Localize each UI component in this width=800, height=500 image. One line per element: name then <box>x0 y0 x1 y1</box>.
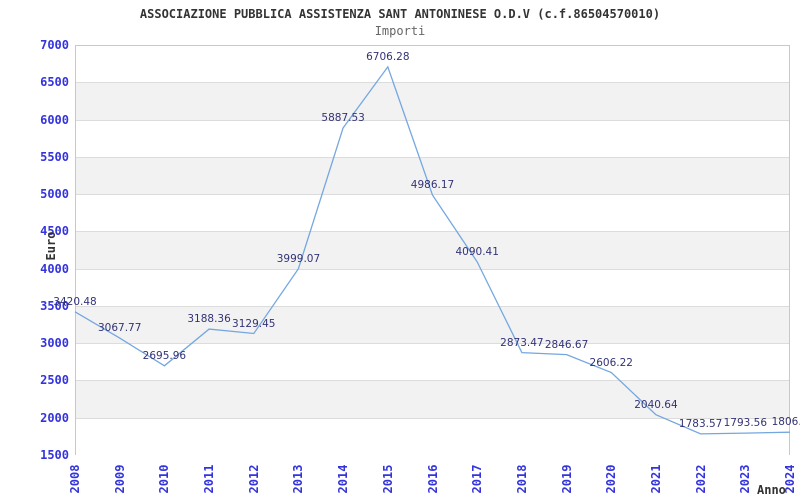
x-tick-label: 2008 <box>68 464 82 494</box>
plot-band <box>76 195 789 233</box>
y-tick-label: 5500 <box>40 149 69 164</box>
data-label: 6706.28 <box>366 50 410 63</box>
y-tick-label: 1500 <box>40 448 69 462</box>
y-tick-label: 4000 <box>40 261 69 276</box>
data-label: 1806.3 <box>771 416 800 429</box>
x-tick-label: 2019 <box>559 464 574 494</box>
gridline <box>76 82 789 84</box>
plot-band <box>76 306 789 345</box>
y-axis-title: Euro <box>44 231 58 261</box>
plot-band <box>76 232 789 270</box>
x-axis-title: Anno <box>757 483 786 497</box>
x-tick-label: 2021 <box>648 464 663 494</box>
data-label: 2695.96 <box>142 349 187 362</box>
x-tick-label: 2018 <box>514 464 529 494</box>
x-tick-label: 2013 <box>291 464 306 494</box>
y-tick-label: 2000 <box>40 410 69 425</box>
x-tick-label: 2011 <box>202 464 217 494</box>
data-label: 3420.48 <box>53 295 97 308</box>
gridline <box>76 156 789 158</box>
chart-subtitle: Importi <box>374 24 426 38</box>
data-label: 4090.41 <box>455 245 499 258</box>
plot-area <box>75 45 790 456</box>
x-tick-label: 2020 <box>604 464 619 494</box>
x-tick-label: 2016 <box>425 464 440 494</box>
x-tick-label: 2009 <box>112 464 127 494</box>
y-tick-label: 3500 <box>40 298 69 313</box>
y-tick-label: 2500 <box>40 373 69 388</box>
y-tick-label: 7000 <box>40 38 69 52</box>
gridline <box>76 305 789 307</box>
x-tick-label: 2017 <box>470 464 485 494</box>
gridline <box>76 380 789 382</box>
data-label: 3999.07 <box>276 252 321 265</box>
data-label: 2873.47 <box>500 336 544 349</box>
plot-band <box>76 269 789 307</box>
y-tick-label: 5000 <box>40 187 69 202</box>
plot-band <box>76 83 789 121</box>
gridline <box>76 194 789 196</box>
y-tick-label: 3000 <box>40 336 69 351</box>
x-tick-label: 2015 <box>380 464 395 494</box>
data-label: 2040.64 <box>634 398 678 411</box>
data-label: 4986.17 <box>410 179 455 192</box>
data-label: 2606.22 <box>589 356 633 369</box>
data-label: 5887.53 <box>321 111 365 124</box>
data-label: 3129.45 <box>232 317 276 330</box>
data-label: 2846.67 <box>544 338 589 351</box>
y-tick-label: 6500 <box>40 75 69 90</box>
x-tick-label: 2022 <box>693 464 708 494</box>
plot-band <box>76 46 789 84</box>
gridline <box>76 343 789 345</box>
x-tick-label: 2010 <box>157 464 172 494</box>
y-tick-label: 4500 <box>40 224 69 239</box>
data-label: 3067.77 <box>97 322 142 335</box>
gridline <box>76 119 789 121</box>
plot-band <box>76 381 789 419</box>
plot-band <box>76 120 789 158</box>
x-tick-label: 2023 <box>738 464 753 494</box>
gridline <box>76 231 789 233</box>
data-label: 3188.36 <box>187 313 231 326</box>
x-tick-label: 2012 <box>246 464 261 494</box>
gridline <box>76 268 789 270</box>
x-tick-label: 2014 <box>336 464 351 494</box>
data-label: 1783.57 <box>678 417 723 430</box>
y-tick-label: 6000 <box>40 112 69 127</box>
chart-title: ASSOCIAZIONE PUBBLICA ASSISTENZA SANT AN… <box>139 7 661 21</box>
data-label: 1793.56 <box>723 417 768 430</box>
